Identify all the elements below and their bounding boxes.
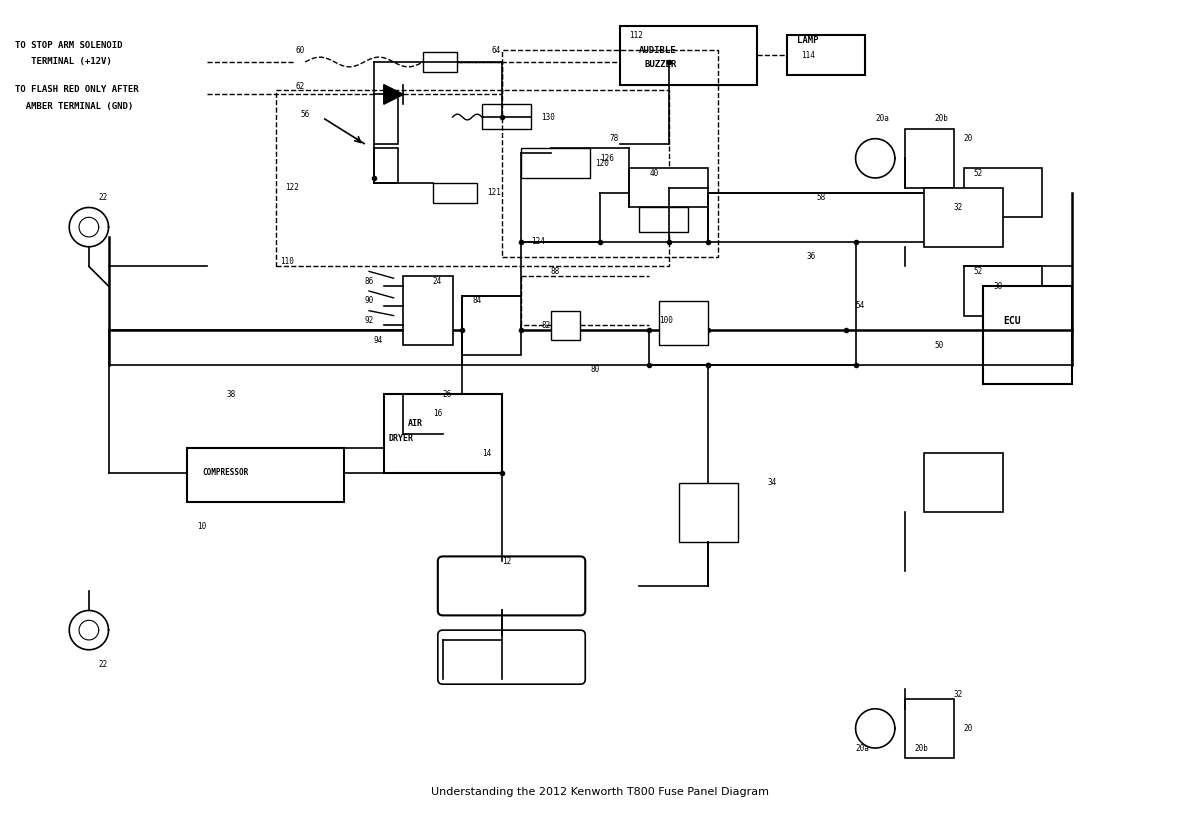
Text: 92: 92 bbox=[364, 316, 373, 325]
Text: 20a: 20a bbox=[875, 115, 889, 124]
Text: 86: 86 bbox=[364, 277, 373, 286]
Text: 80: 80 bbox=[590, 365, 600, 374]
Text: 94: 94 bbox=[374, 335, 383, 344]
Bar bbox=[551, 311, 581, 340]
Text: 54: 54 bbox=[856, 301, 865, 310]
Text: 30: 30 bbox=[994, 282, 1002, 291]
Text: TERMINAL (+12V): TERMINAL (+12V) bbox=[16, 58, 112, 67]
Bar bbox=[640, 208, 689, 232]
Text: 122: 122 bbox=[286, 183, 299, 192]
Text: 32: 32 bbox=[954, 689, 964, 698]
Text: 84: 84 bbox=[473, 296, 481, 305]
Text: 114: 114 bbox=[802, 50, 815, 59]
Text: 12: 12 bbox=[502, 557, 511, 566]
Bar bbox=[403, 276, 452, 345]
Bar bbox=[787, 36, 865, 75]
Bar bbox=[679, 483, 738, 541]
Text: 22: 22 bbox=[98, 660, 108, 669]
Text: Understanding the 2012 Kenworth T800 Fuse Panel Diagram: Understanding the 2012 Kenworth T800 Fus… bbox=[431, 787, 769, 797]
Text: 124: 124 bbox=[532, 238, 545, 247]
Text: 10: 10 bbox=[197, 523, 206, 532]
Text: 38: 38 bbox=[227, 390, 235, 399]
Bar bbox=[983, 286, 1072, 384]
Text: 20b: 20b bbox=[914, 743, 929, 753]
Text: LAMP: LAMP bbox=[797, 36, 818, 45]
Text: AUDIBLE: AUDIBLE bbox=[640, 46, 677, 55]
Text: 20b: 20b bbox=[934, 115, 948, 124]
Polygon shape bbox=[384, 85, 403, 104]
Bar bbox=[521, 148, 590, 178]
Text: 32: 32 bbox=[954, 203, 964, 212]
Bar bbox=[905, 699, 954, 758]
FancyBboxPatch shape bbox=[438, 630, 586, 685]
Text: 110: 110 bbox=[281, 257, 294, 266]
Text: 20: 20 bbox=[964, 134, 973, 143]
Bar bbox=[374, 148, 398, 183]
Text: 64: 64 bbox=[492, 46, 502, 55]
Bar bbox=[659, 301, 708, 345]
Text: AMBER TERMINAL (GND): AMBER TERMINAL (GND) bbox=[16, 102, 133, 111]
Bar bbox=[462, 296, 521, 355]
Bar bbox=[905, 129, 954, 188]
Text: 130: 130 bbox=[541, 112, 554, 121]
Text: 20: 20 bbox=[964, 724, 973, 733]
Bar bbox=[964, 168, 1043, 217]
Bar bbox=[384, 394, 502, 473]
Text: ECU: ECU bbox=[1003, 316, 1021, 326]
Text: 78: 78 bbox=[610, 134, 619, 143]
Bar bbox=[630, 168, 708, 208]
Text: 60: 60 bbox=[295, 46, 305, 55]
Bar bbox=[924, 453, 1003, 512]
Bar bbox=[276, 90, 668, 266]
Bar bbox=[424, 52, 457, 72]
Text: 36: 36 bbox=[806, 252, 816, 261]
Text: 58: 58 bbox=[816, 193, 826, 202]
Text: 20a: 20a bbox=[856, 743, 870, 753]
Text: 90: 90 bbox=[364, 296, 373, 305]
Text: 50: 50 bbox=[934, 340, 943, 349]
Text: 126: 126 bbox=[600, 154, 614, 163]
Text: 52: 52 bbox=[973, 267, 983, 276]
Text: 22: 22 bbox=[98, 193, 108, 202]
Text: 16: 16 bbox=[433, 409, 442, 418]
Text: 52: 52 bbox=[973, 168, 983, 177]
Bar bbox=[924, 188, 1003, 247]
Text: 34: 34 bbox=[767, 478, 776, 488]
Bar bbox=[433, 183, 478, 203]
Text: TO STOP ARM SOLENOID: TO STOP ARM SOLENOID bbox=[16, 41, 122, 50]
Bar bbox=[187, 449, 344, 502]
Text: 40: 40 bbox=[649, 168, 659, 177]
Bar bbox=[482, 104, 532, 129]
Text: 82: 82 bbox=[541, 321, 551, 330]
Text: 88: 88 bbox=[551, 267, 560, 276]
Text: 26: 26 bbox=[443, 390, 452, 399]
Text: 56: 56 bbox=[300, 110, 310, 119]
Text: 62: 62 bbox=[295, 82, 305, 91]
Text: COMPRESSOR: COMPRESSOR bbox=[202, 468, 248, 477]
Text: TO FLASH RED ONLY AFTER: TO FLASH RED ONLY AFTER bbox=[16, 85, 139, 94]
Text: 120: 120 bbox=[595, 159, 608, 168]
Text: 100: 100 bbox=[659, 316, 673, 325]
FancyBboxPatch shape bbox=[438, 557, 586, 615]
Text: DRYER: DRYER bbox=[389, 434, 414, 443]
Text: 112: 112 bbox=[630, 31, 643, 40]
Bar bbox=[374, 94, 398, 143]
Text: 121: 121 bbox=[487, 188, 500, 197]
Text: BUZZER: BUZZER bbox=[644, 60, 677, 69]
Text: AIR: AIR bbox=[408, 419, 424, 428]
Text: 24: 24 bbox=[433, 277, 442, 286]
Bar bbox=[964, 266, 1043, 316]
Bar bbox=[619, 25, 757, 85]
Bar bbox=[502, 50, 718, 256]
Text: 14: 14 bbox=[482, 449, 491, 457]
